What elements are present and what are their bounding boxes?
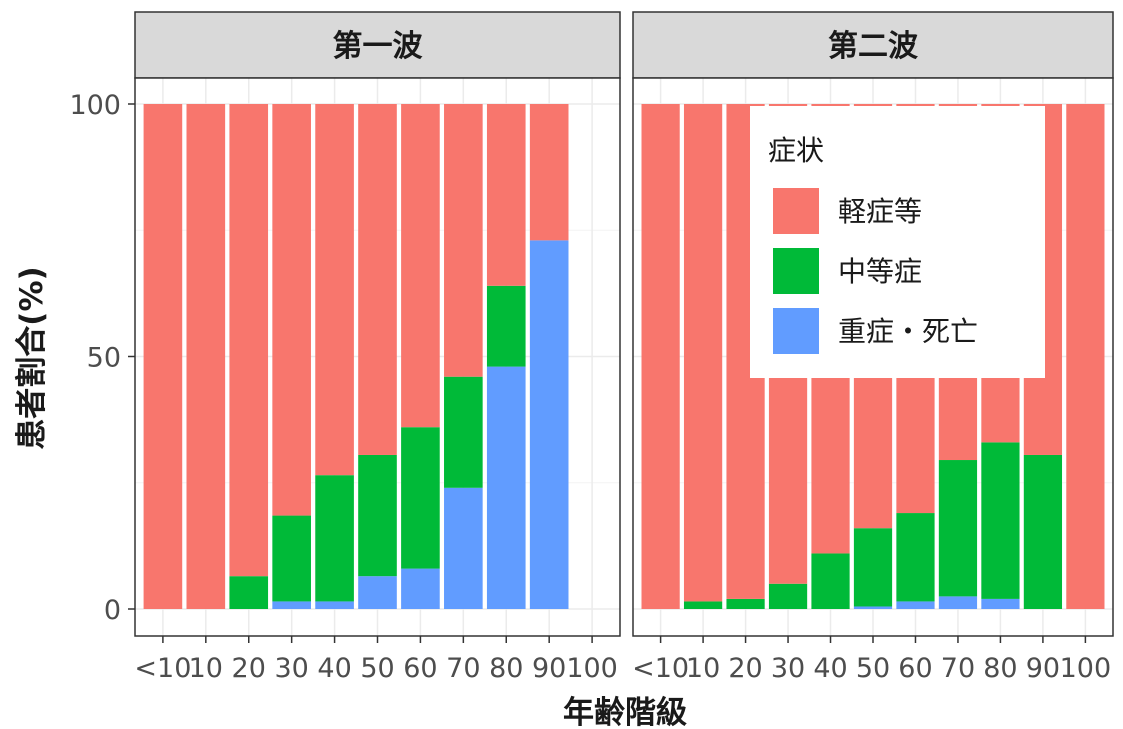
x-tick-label: 70 (941, 653, 975, 684)
bar-segment (486, 104, 526, 286)
bar-segment (444, 376, 483, 488)
bar-segment (444, 487, 483, 609)
bar-segment (726, 598, 765, 609)
x-tick-label: 60 (898, 653, 932, 684)
bar-segment (683, 601, 723, 609)
legend-label: 重症・死亡 (838, 315, 978, 348)
x-tick-label: 100 (566, 653, 618, 684)
bar-segment (938, 460, 978, 597)
bar-segment (229, 576, 269, 609)
panel-strip (632, 11, 1114, 79)
x-tick-label: 10 (686, 653, 720, 684)
y-axis-title: 患者割合(%) (14, 266, 50, 449)
x-tick-label: 90 (1026, 653, 1060, 684)
bar-segment (358, 576, 397, 609)
bar-segment (401, 427, 440, 569)
bar-segment (358, 104, 397, 455)
panel-title: 第一波 (333, 29, 424, 64)
legend-swatch (773, 308, 819, 354)
x-tick-label: 20 (728, 653, 762, 684)
bar-segment (768, 583, 808, 609)
x-tick-label: 100 (1060, 653, 1112, 684)
bar-segment (811, 553, 850, 609)
bar-segment (683, 104, 723, 602)
bar-segment (529, 240, 569, 609)
bar-segment (896, 601, 935, 609)
x-tick-label: 10 (189, 653, 223, 684)
bar-segment (486, 285, 526, 367)
legend-swatch (773, 248, 819, 294)
bar-segment (315, 475, 354, 602)
x-tick-label: 70 (446, 653, 480, 684)
bar-segment (853, 528, 893, 607)
panel-title: 第二波 (828, 29, 919, 64)
bar-segment (143, 104, 183, 609)
x-tick-label: 90 (532, 653, 566, 684)
x-tick-label: 20 (232, 653, 266, 684)
panel-strip (134, 11, 621, 79)
bar-segment (315, 601, 354, 609)
legend-label: 軽症等 (838, 195, 922, 228)
x-tick-label: 40 (317, 653, 351, 684)
x-tick-label: 50 (360, 653, 394, 684)
bar-segment (272, 515, 311, 602)
x-tick-label: 50 (856, 653, 890, 684)
x-tick-label: 30 (771, 653, 805, 684)
bar-segment (641, 104, 680, 609)
x-tick-label: 80 (983, 653, 1017, 684)
bar-segment (272, 104, 311, 516)
x-tick-label: 40 (813, 653, 847, 684)
x-tick-label: <10 (134, 653, 191, 684)
legend-label: 中等症 (838, 255, 922, 288)
bar-segment (486, 366, 526, 609)
y-tick-label: 50 (87, 343, 121, 374)
bar-segment (1023, 454, 1063, 609)
y-tick-label: 0 (104, 595, 121, 626)
bar-segment (315, 104, 354, 476)
bar-segment (1066, 104, 1105, 609)
y-tick-label: 100 (69, 90, 121, 121)
bar-segment (401, 568, 440, 609)
bar-segment (186, 104, 226, 609)
bar-segment (401, 104, 440, 428)
bar-segment (938, 596, 978, 609)
x-tick-label: 60 (403, 653, 437, 684)
legend-swatch (773, 188, 819, 234)
bar-segment (358, 454, 397, 577)
bar-segment (272, 601, 311, 609)
x-tick-label: <10 (632, 653, 689, 684)
bar-segment (981, 598, 1020, 609)
bar-segment (853, 606, 893, 609)
bar-segment (444, 104, 483, 377)
bar-segment (529, 104, 569, 241)
x-axis-title: 年齢階級 (563, 695, 687, 729)
bar-segment (981, 442, 1020, 599)
bar-segment (896, 513, 935, 602)
x-tick-label: 30 (274, 653, 308, 684)
legend-title: 症状 (768, 134, 824, 167)
bar-segment (229, 104, 269, 577)
x-tick-label: 80 (489, 653, 523, 684)
y-axis: 0 50 100 (69, 90, 135, 626)
